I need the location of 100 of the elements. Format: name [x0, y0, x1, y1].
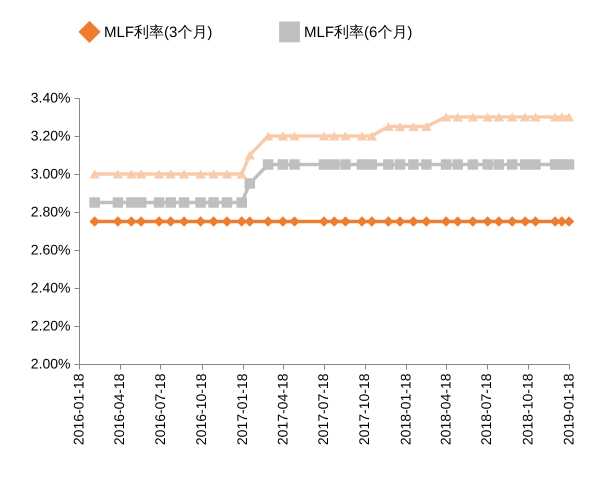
y-tick-label: 2.20% [30, 318, 70, 334]
point [468, 159, 478, 170]
point [394, 122, 406, 132]
point [318, 159, 330, 170]
point [289, 216, 300, 227]
point [452, 159, 463, 170]
point [195, 216, 206, 227]
y-tick-label: 2.60% [30, 242, 70, 258]
point [394, 159, 406, 170]
point [506, 159, 518, 170]
point [136, 197, 146, 208]
y-tick-label: 2.80% [30, 204, 70, 220]
point [356, 216, 368, 227]
point [126, 169, 137, 179]
point [408, 216, 419, 227]
point [318, 216, 330, 227]
x-tick-label: 2017-04-18 [274, 373, 290, 446]
point [530, 112, 541, 122]
point [408, 159, 419, 170]
y-tick-label: 3.00% [30, 166, 70, 182]
point [440, 159, 452, 170]
x-tick-label: 2019-01-18 [560, 373, 576, 446]
point [494, 112, 504, 122]
x-tick-label: 2018-07-18 [478, 373, 494, 446]
y-tick-label: 3.40% [30, 90, 70, 106]
point [165, 197, 176, 208]
y-tick-label: 2.40% [30, 280, 70, 296]
point [89, 169, 100, 179]
point [452, 112, 463, 122]
point [112, 197, 124, 208]
point [530, 216, 541, 227]
point [208, 197, 219, 208]
point [222, 197, 232, 208]
point [178, 216, 190, 227]
y-tick-label: 3.20% [30, 128, 70, 144]
point [165, 169, 176, 179]
point [440, 216, 452, 227]
point [318, 131, 330, 141]
point [408, 122, 419, 132]
x-tick-label: 2016-07-18 [152, 373, 168, 446]
legend-label: MLF利率(6个月) [304, 24, 412, 41]
point [289, 159, 300, 170]
point [89, 216, 100, 227]
point [530, 159, 541, 170]
point [195, 197, 206, 208]
point [112, 169, 124, 179]
point [154, 216, 164, 227]
point [178, 197, 190, 208]
point [208, 169, 219, 179]
point [222, 169, 232, 179]
point [468, 112, 478, 122]
point [506, 112, 518, 122]
x-tick-label: 2016-01-18 [70, 373, 86, 446]
x-tick-label: 2018-01-18 [397, 373, 414, 446]
x-tick-label: 2016-04-18 [111, 373, 128, 446]
point [89, 197, 100, 208]
point [222, 216, 232, 227]
x-tick-label: 2017-10-18 [356, 373, 372, 446]
point [208, 216, 219, 227]
point [482, 159, 493, 170]
x-tick-label: 2018-10-18 [519, 373, 536, 446]
point [262, 159, 274, 170]
point [244, 178, 256, 189]
point [366, 131, 378, 141]
x-tick-label: 2017-07-18 [315, 373, 332, 446]
point [520, 159, 530, 170]
point [366, 159, 378, 170]
point [244, 150, 256, 160]
point [178, 169, 190, 179]
x-tick-label: 2018-04-18 [438, 373, 454, 446]
point [136, 169, 146, 179]
point [383, 159, 394, 170]
point [421, 159, 432, 170]
point [126, 197, 137, 208]
point [278, 131, 288, 141]
point [520, 112, 530, 122]
point [329, 159, 340, 170]
x-tick-label: 2017-01-18 [234, 373, 250, 446]
point [289, 131, 300, 141]
point [494, 159, 504, 170]
point [340, 216, 351, 227]
point [236, 169, 247, 179]
point [564, 159, 574, 170]
point [482, 112, 493, 122]
point [195, 169, 206, 179]
point [236, 197, 247, 208]
point [154, 197, 164, 208]
point [340, 159, 351, 170]
point [356, 131, 368, 141]
x-tick-label: 2016-10-18 [193, 373, 209, 446]
point [154, 169, 164, 179]
point [383, 122, 394, 132]
point [340, 131, 351, 141]
y-tick-label: 2.00% [30, 356, 70, 372]
point [440, 112, 452, 122]
legend-label: MLF利率(3个月) [104, 24, 212, 41]
point [394, 216, 406, 227]
point [421, 122, 432, 132]
point [329, 131, 340, 141]
point [278, 159, 288, 170]
